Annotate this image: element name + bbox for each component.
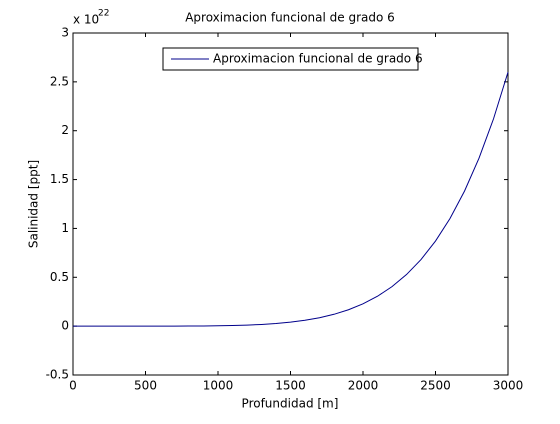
- legend-label: Aproximacion funcional de grado 6: [213, 52, 423, 66]
- y-tick-label: 2.5: [50, 74, 69, 88]
- y-tick-label: 0.5: [50, 270, 69, 284]
- x-tick-label: 500: [134, 379, 157, 393]
- y-tick-label: 2: [61, 123, 69, 137]
- y-tick-label: 1.5: [50, 172, 69, 186]
- y-tick-label: 1: [61, 221, 69, 235]
- x-tick-label: 1000: [203, 379, 234, 393]
- x-tick-label: 2000: [348, 379, 379, 393]
- chart-title: Aproximacion funcional de grado 6: [185, 11, 395, 25]
- y-tick-label: 3: [61, 26, 69, 40]
- y-tick-label: -0.5: [46, 368, 69, 382]
- x-axis-label: Profundidad [m]: [242, 397, 339, 411]
- x-tick-label: 0: [69, 379, 77, 393]
- legend-box: [162, 47, 419, 71]
- y-exponent: 22: [98, 9, 109, 19]
- y-multiplier: x 10: [73, 13, 99, 27]
- line-series: [73, 71, 509, 327]
- y-tick-label: 0: [61, 319, 69, 333]
- x-tick-label: 2500: [420, 379, 451, 393]
- x-tick-label: 3000: [493, 379, 524, 393]
- x-tick-label: 1500: [275, 379, 306, 393]
- axes-box: [72, 32, 509, 376]
- y-axis-label: Salinidad [ppt]: [27, 160, 41, 248]
